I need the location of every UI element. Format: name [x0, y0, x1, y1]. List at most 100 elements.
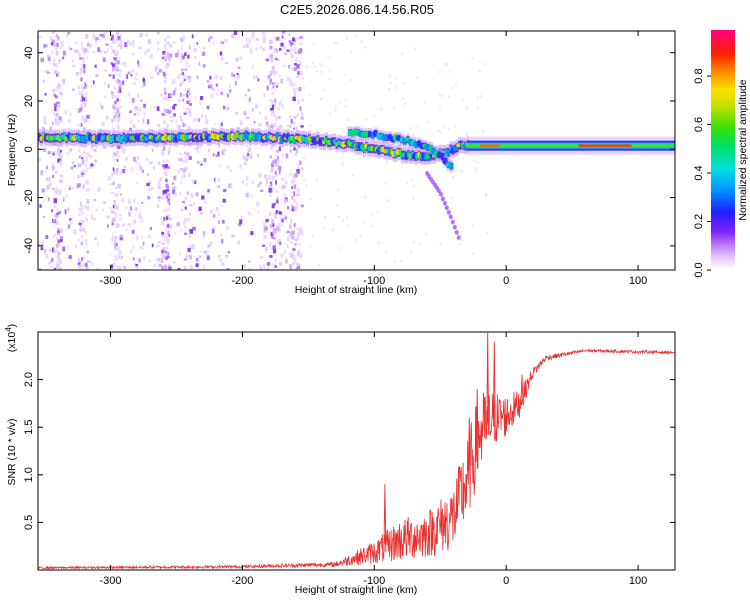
noise-speck — [40, 170, 43, 175]
noise-speck — [54, 113, 59, 117]
noise-speck — [44, 44, 48, 48]
noise-speck — [289, 78, 292, 83]
noise-speck — [172, 106, 176, 110]
noise-speck — [200, 114, 204, 118]
noise-speck — [438, 93, 441, 97]
noise-speck — [244, 155, 248, 160]
noise-speck — [278, 48, 282, 51]
noise-speck — [459, 243, 462, 246]
noise-speck — [273, 103, 276, 106]
noise-speck — [290, 191, 294, 194]
noise-speck — [181, 46, 183, 50]
noise-speck — [243, 111, 247, 116]
noise-speck — [78, 258, 81, 263]
noise-speck — [274, 213, 278, 219]
noise-speck — [183, 123, 186, 127]
noise-speck — [273, 212, 276, 216]
noise-speck — [119, 88, 122, 93]
noise-speck — [235, 57, 239, 62]
noise-speck — [188, 235, 191, 239]
noise-speck — [272, 86, 275, 89]
noise-speck — [300, 111, 303, 117]
noise-speck — [309, 197, 312, 201]
noise-speck — [63, 197, 65, 202]
noise-speck — [245, 182, 248, 187]
noise-speck — [189, 265, 193, 270]
noise-speck — [116, 50, 119, 56]
carrier-core — [466, 144, 675, 148]
noise-speck — [205, 119, 209, 125]
noise-speck — [284, 216, 288, 220]
noise-speck — [121, 63, 124, 66]
noise-speck — [184, 52, 187, 57]
noise-speck — [62, 81, 65, 86]
noise-speck — [160, 234, 164, 238]
noise-speck — [81, 56, 85, 61]
noise-speck — [88, 166, 92, 169]
noise-speck — [269, 39, 273, 45]
noise-speck — [271, 66, 275, 70]
noise-speck — [269, 45, 273, 50]
noise-speck — [136, 235, 139, 241]
noise-speck — [298, 60, 302, 66]
noise-speck — [177, 267, 181, 270]
noise-speck — [271, 262, 274, 267]
noise-speck — [274, 170, 277, 175]
noise-speck — [274, 48, 278, 52]
noise-speck — [269, 53, 273, 59]
noise-speck — [164, 38, 167, 42]
noise-speck — [275, 189, 278, 193]
noise-speck — [295, 126, 298, 131]
noise-speck — [104, 69, 107, 72]
noise-speck — [163, 189, 168, 194]
noise-speck — [142, 118, 145, 124]
noise-speck — [70, 166, 74, 170]
noise-speck — [180, 57, 184, 60]
noise-speck — [165, 228, 167, 232]
noise-speck — [168, 59, 171, 62]
noise-speck — [112, 153, 114, 158]
noise-speck — [270, 231, 274, 236]
noise-speck — [146, 119, 150, 125]
noise-speck — [216, 207, 219, 211]
noise-speck — [162, 160, 165, 163]
noise-speck — [218, 255, 221, 258]
noise-speck — [269, 211, 272, 216]
noise-speck — [286, 76, 290, 81]
noise-speck — [206, 255, 210, 261]
noise-speck — [171, 119, 173, 122]
noise-speck — [96, 241, 99, 246]
noise-speck — [228, 169, 233, 172]
noise-speck — [111, 118, 114, 123]
noise-speck — [335, 204, 338, 207]
noise-speck — [196, 42, 199, 45]
noise-speck — [248, 212, 252, 216]
noise-speck — [296, 148, 299, 153]
noise-speck — [196, 145, 200, 149]
noise-speck — [393, 260, 396, 264]
noise-speck — [166, 208, 171, 212]
noise-speck — [176, 49, 180, 55]
noise-speck — [164, 76, 167, 80]
noise-speck — [164, 43, 168, 47]
noise-speck — [211, 87, 215, 91]
noise-speck — [114, 186, 118, 189]
noise-speck — [195, 263, 199, 268]
noise-speck — [288, 64, 291, 69]
noise-speck — [390, 81, 392, 85]
noise-speck — [219, 51, 223, 56]
noise-speck — [47, 183, 51, 189]
noise-speck — [116, 145, 121, 149]
noise-speck — [296, 188, 300, 193]
noise-speck — [117, 119, 120, 123]
noise-speck — [45, 235, 49, 239]
noise-speck — [81, 157, 84, 160]
noise-speck — [339, 101, 342, 104]
noise-speck — [236, 72, 239, 75]
noise-speck — [295, 172, 298, 178]
noise-speck — [239, 56, 243, 60]
noise-speck — [284, 180, 288, 185]
noise-speck — [47, 177, 51, 182]
noise-speck — [76, 183, 80, 189]
noise-speck — [278, 211, 282, 215]
